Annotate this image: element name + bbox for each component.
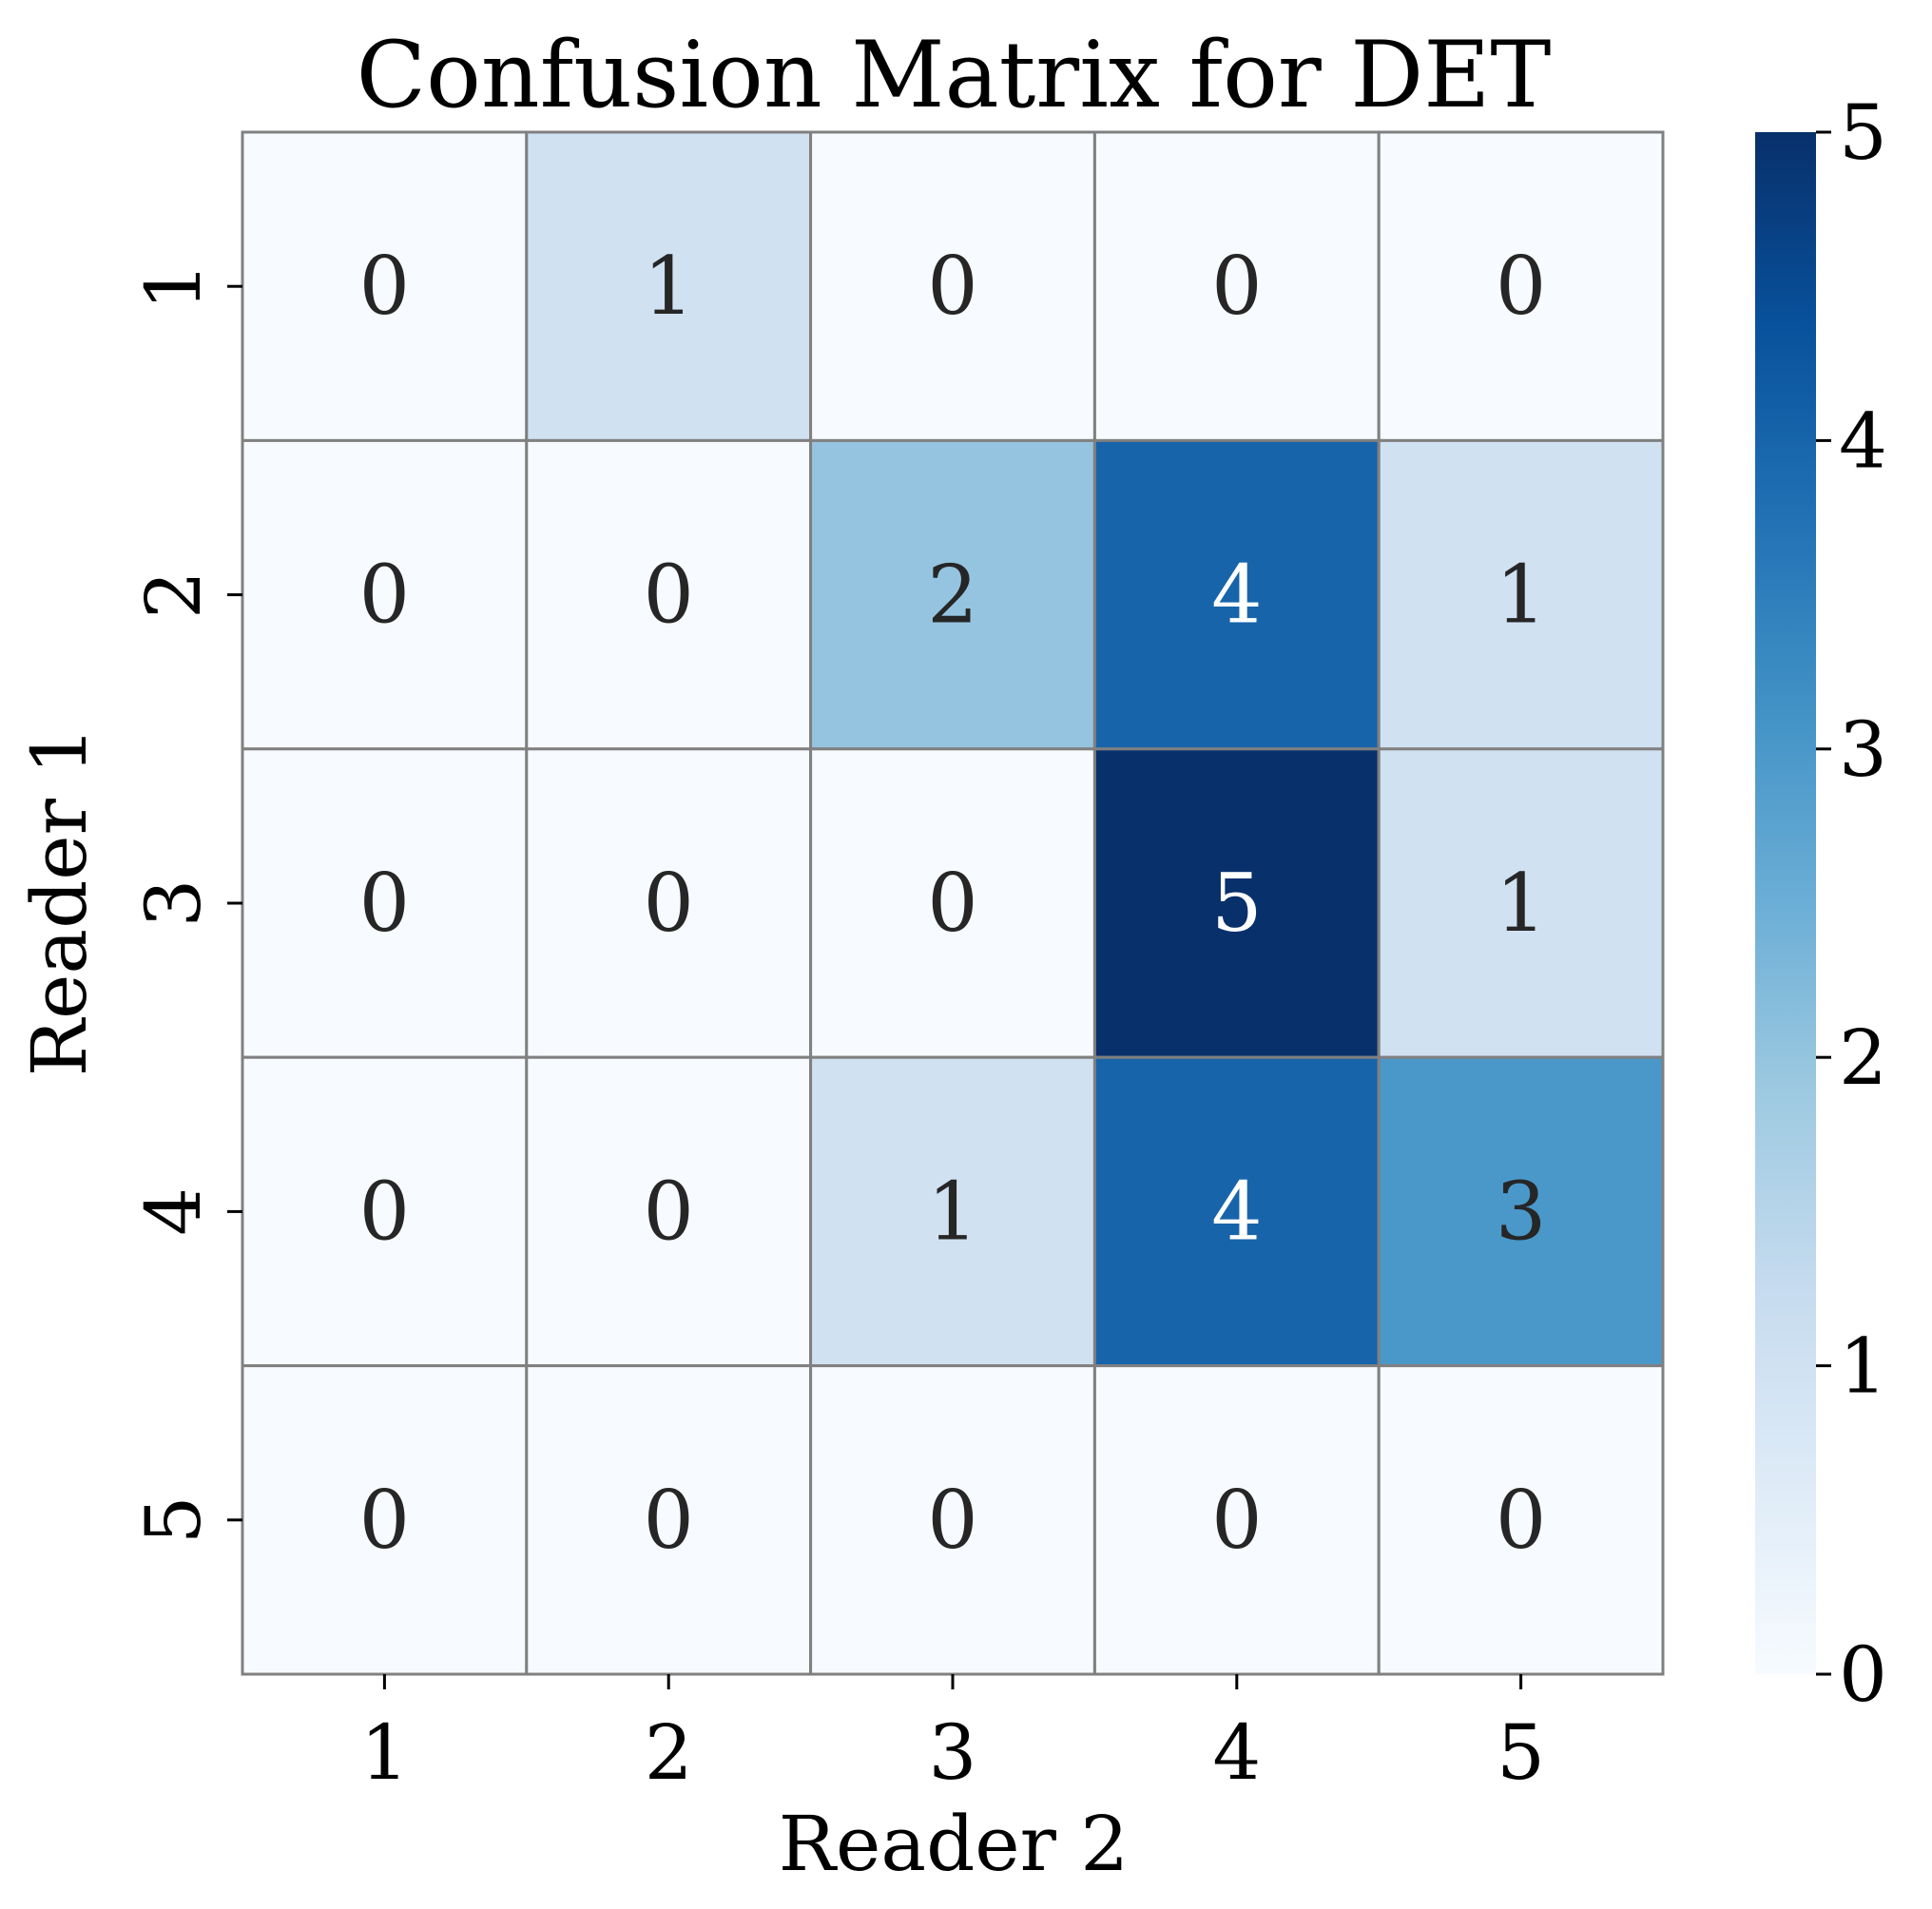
heatmap-cell bbox=[525, 130, 813, 442]
x-tick-label: 3 bbox=[929, 1708, 977, 1797]
x-tick-label: 5 bbox=[1497, 1708, 1545, 1797]
cell-value-label: 2 bbox=[927, 549, 977, 642]
x-axis-label: Reader 2 bbox=[779, 1800, 1129, 1888]
heatmap-cell bbox=[1377, 130, 1665, 442]
x-tick-label: 2 bbox=[645, 1708, 693, 1797]
cell-value-label: 5 bbox=[1211, 857, 1262, 950]
heatmap-cell bbox=[809, 1055, 1096, 1368]
cell-value-label: 0 bbox=[359, 857, 410, 950]
y-tick-label: 2 bbox=[129, 570, 218, 619]
colorbar-gradient bbox=[1755, 132, 1816, 1674]
heatmap-cell bbox=[1092, 130, 1381, 442]
heatmap-cell bbox=[1377, 747, 1665, 1059]
cell-value-label: 0 bbox=[643, 1165, 693, 1258]
cell-value-label: 0 bbox=[1211, 1474, 1262, 1567]
heatmap-cell bbox=[525, 1364, 813, 1676]
colorbar: 0 1 2 3 4 5 bbox=[1755, 88, 1887, 1719]
cell-value-label: 0 bbox=[643, 1474, 693, 1567]
chart-title: Confusion Matrix for DET bbox=[357, 22, 1552, 128]
colorbar-tick-label: 3 bbox=[1839, 705, 1887, 794]
y-tick-label: 4 bbox=[129, 1187, 218, 1236]
cell-value-label: 0 bbox=[1496, 1474, 1546, 1567]
cell-value-label: 0 bbox=[359, 549, 410, 642]
x-tick-label: 4 bbox=[1212, 1708, 1261, 1797]
cell-value-label: 0 bbox=[643, 549, 693, 642]
cell-value-label: 0 bbox=[927, 1474, 977, 1567]
cell-value-label: 1 bbox=[1496, 549, 1546, 642]
heatmap-cell bbox=[809, 1364, 1096, 1676]
cell-value-label: 0 bbox=[359, 240, 410, 333]
y-axis-label: Reader 1 bbox=[15, 726, 104, 1076]
cell-value-label: 0 bbox=[359, 1165, 410, 1258]
x-axis: 1 2 3 4 5 bbox=[360, 1674, 1545, 1797]
y-axis: 1 2 3 4 5 bbox=[129, 262, 242, 1544]
heatmap-cells bbox=[241, 130, 1665, 1676]
heatmap-cell bbox=[1377, 1055, 1665, 1368]
y-tick-label: 5 bbox=[129, 1495, 218, 1544]
heatmap-cell bbox=[525, 747, 813, 1059]
heatmap-cell bbox=[1092, 1055, 1381, 1368]
heatmap-cell bbox=[809, 130, 1096, 442]
heatmap-cell bbox=[1377, 1364, 1665, 1676]
y-tick-label: 3 bbox=[129, 879, 218, 928]
colorbar-tick-label: 5 bbox=[1839, 88, 1887, 177]
cell-value-label: 0 bbox=[359, 1474, 410, 1567]
colorbar-ticks: 0 1 2 3 4 5 bbox=[1816, 88, 1887, 1719]
cell-value-label: 4 bbox=[1211, 549, 1262, 642]
heatmap-cell bbox=[525, 1055, 813, 1368]
heatmap-cell bbox=[241, 1364, 529, 1676]
cell-value-label: 4 bbox=[1211, 1165, 1262, 1258]
heatmap-cell bbox=[809, 438, 1096, 751]
heatmap-cell bbox=[1377, 438, 1665, 751]
cell-value-label: 1 bbox=[927, 1165, 977, 1258]
cell-value-label: 1 bbox=[1496, 857, 1546, 950]
heatmap-cell-labels: 0 1 0 0 00 0 2 4 10 0 0 5 10 0 1 4 30 0 0 0 0 bbox=[359, 240, 1547, 1567]
heatmap-cell bbox=[241, 130, 529, 442]
cell-value-label: 0 bbox=[927, 857, 977, 950]
cell-value-label: 0 bbox=[927, 240, 977, 333]
colorbar-tick-label: 4 bbox=[1839, 396, 1887, 485]
colorbar-tick-label: 2 bbox=[1839, 1013, 1887, 1102]
heatmap-cell bbox=[1092, 747, 1381, 1059]
heatmap-cell bbox=[241, 438, 529, 751]
colorbar-tick-label: 0 bbox=[1839, 1630, 1887, 1719]
colorbar-tick-label: 1 bbox=[1839, 1322, 1887, 1411]
cell-value-label: 0 bbox=[643, 857, 693, 950]
cell-value-label: 0 bbox=[1211, 240, 1262, 333]
heatmap-cell bbox=[809, 747, 1096, 1059]
cell-value-label: 1 bbox=[643, 240, 693, 333]
x-tick-label: 1 bbox=[360, 1708, 409, 1797]
y-tick-label: 1 bbox=[129, 262, 218, 311]
cell-value-label: 0 bbox=[1496, 240, 1546, 333]
cell-value-label: 3 bbox=[1496, 1165, 1546, 1258]
